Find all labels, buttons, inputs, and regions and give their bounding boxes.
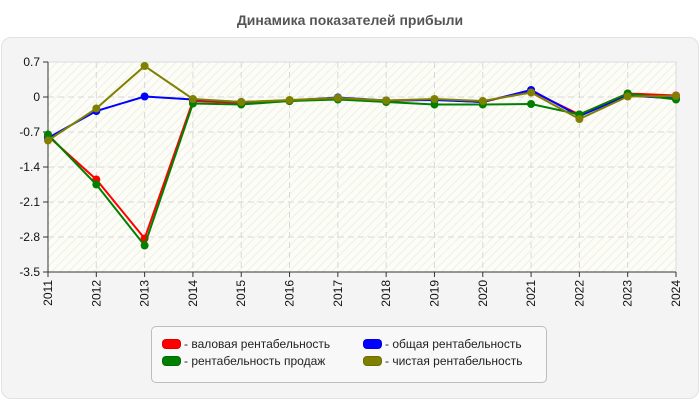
y-tick-label: -0.7 xyxy=(19,125,40,139)
x-tick-label: 2019 xyxy=(427,280,441,307)
data-point xyxy=(527,100,536,108)
x-tick-label: 2017 xyxy=(331,280,345,307)
data-point xyxy=(44,130,52,139)
legend-swatch-blue xyxy=(363,339,382,349)
y-tick-label: -1.4 xyxy=(19,160,40,174)
legend-item-sales: - рентабельность продаж xyxy=(162,354,325,368)
data-point xyxy=(672,92,680,100)
x-tick-label: 2012 xyxy=(89,280,103,307)
data-point xyxy=(237,98,246,106)
x-tick-label: 2016 xyxy=(283,280,297,307)
legend-swatch-green xyxy=(162,356,181,366)
y-tick-label: -2.8 xyxy=(19,230,40,244)
data-point xyxy=(188,95,197,103)
y-tick-label: 0 xyxy=(33,90,40,104)
data-point xyxy=(44,136,52,145)
legend-swatch-olive xyxy=(363,356,382,366)
legend-label: - валовая рентабельность xyxy=(184,337,331,351)
x-tick-label: 2013 xyxy=(138,280,152,307)
data-point xyxy=(527,88,536,97)
legend-label: - рентабельность продаж xyxy=(184,354,326,368)
series-group xyxy=(44,62,680,250)
x-tick-label: 2023 xyxy=(621,280,635,307)
x-tick-label: 2014 xyxy=(186,280,200,307)
data-point xyxy=(382,96,391,105)
x-tick-label: 2015 xyxy=(234,280,248,307)
y-tick-label: 0.7 xyxy=(23,55,40,69)
x-tick-label: 2018 xyxy=(379,280,393,307)
data-point xyxy=(333,94,342,102)
legend-item-total: - общая рентабельность xyxy=(363,337,522,351)
data-point xyxy=(92,180,101,189)
x-tick-label: 2024 xyxy=(669,280,683,307)
x-tick-label: 2022 xyxy=(572,280,586,307)
legend-label: - общая рентабельность xyxy=(385,337,522,351)
data-point xyxy=(478,97,487,105)
legend-label: - чистая рентабельность xyxy=(385,354,523,368)
x-tick-label: 2020 xyxy=(476,280,490,307)
data-point xyxy=(140,92,149,101)
y-tick-label: -3.5 xyxy=(19,265,40,279)
data-point xyxy=(623,92,632,101)
legend-item-net: - чистая рентабельность xyxy=(363,354,522,368)
x-tick-label: 2021 xyxy=(524,280,538,307)
data-point xyxy=(140,62,149,70)
data-point xyxy=(575,115,584,123)
y-tick-label: -2.1 xyxy=(19,195,40,209)
legend: - валовая рентабельность - общая рентабе… xyxy=(151,326,547,383)
x-tick-label: 2011 xyxy=(41,280,55,306)
chart-title: Динамика показателей прибыли xyxy=(236,12,464,28)
data-point xyxy=(430,95,439,103)
legend-item-gross: - валовая рентабельность xyxy=(162,337,330,351)
series-line xyxy=(44,62,680,145)
data-point xyxy=(92,104,101,113)
data-point xyxy=(430,100,439,109)
data-point xyxy=(285,96,294,104)
legend-swatch-red xyxy=(162,339,181,349)
data-point xyxy=(140,241,149,250)
